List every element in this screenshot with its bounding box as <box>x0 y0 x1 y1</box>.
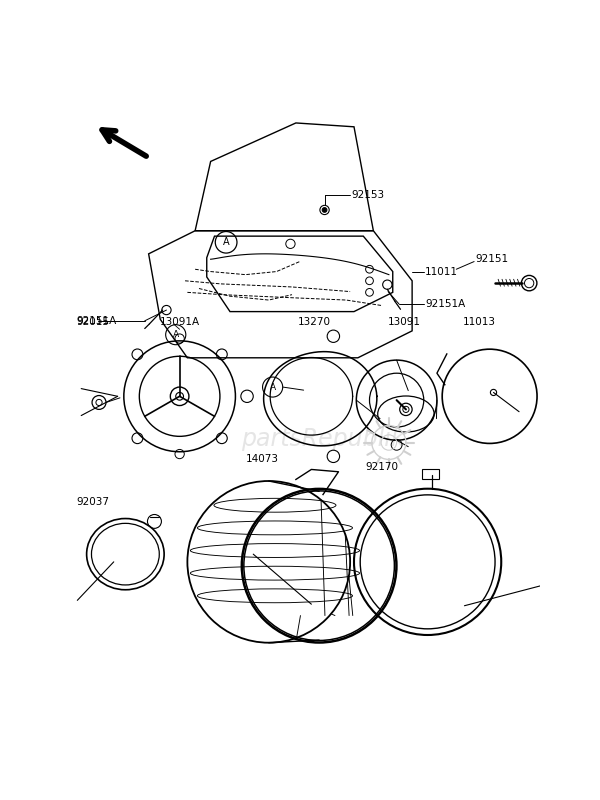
Circle shape <box>403 406 409 413</box>
Circle shape <box>524 278 534 288</box>
Text: 92037: 92037 <box>77 497 110 506</box>
Text: 11013: 11013 <box>463 317 496 326</box>
Text: 92170: 92170 <box>365 462 398 472</box>
Text: partsRepublik: partsRepublik <box>241 426 405 450</box>
Text: 13091: 13091 <box>388 317 421 326</box>
Text: A: A <box>173 330 179 339</box>
Text: 13270: 13270 <box>298 317 331 326</box>
Circle shape <box>322 208 327 212</box>
Text: 92151: 92151 <box>476 254 509 264</box>
Bar <box>422 469 439 479</box>
Text: 11011: 11011 <box>425 266 458 277</box>
Text: A: A <box>269 382 275 391</box>
Text: 92153: 92153 <box>352 190 385 199</box>
Text: A: A <box>223 238 229 247</box>
Text: 13091A: 13091A <box>160 317 200 326</box>
Text: 92151A: 92151A <box>425 299 466 309</box>
Text: 92151A: 92151A <box>77 316 117 326</box>
Text: 92015: 92015 <box>77 317 110 326</box>
Text: 14073: 14073 <box>245 454 278 465</box>
